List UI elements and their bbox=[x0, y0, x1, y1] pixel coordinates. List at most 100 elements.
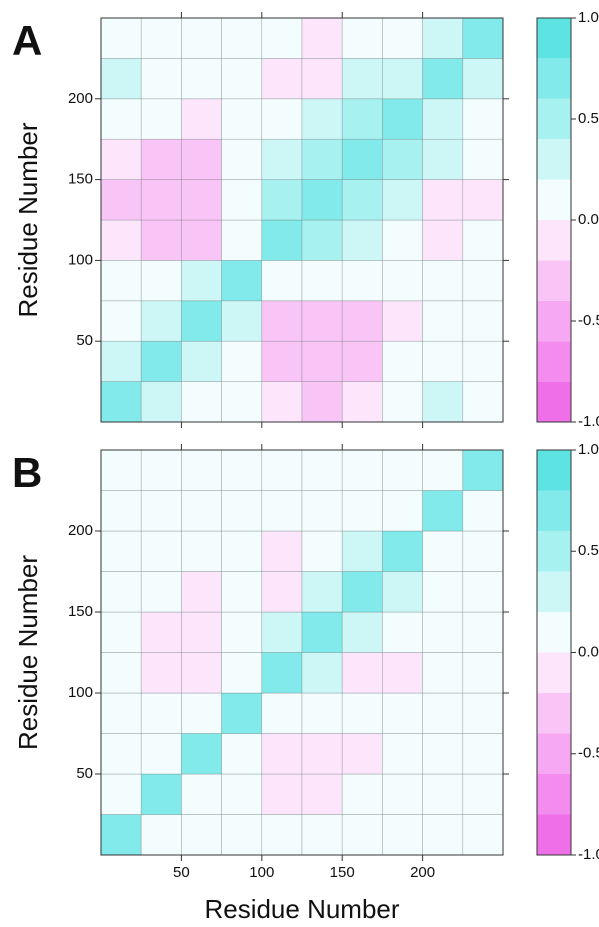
y-tick-label: 150 bbox=[68, 603, 93, 620]
colorbar-level bbox=[537, 490, 571, 531]
heatmap-cell bbox=[382, 652, 423, 694]
heatmap-cell bbox=[422, 571, 464, 613]
heatmap-cell bbox=[140, 58, 182, 100]
heatmap-cell bbox=[100, 58, 142, 100]
y-tick-label: 100 bbox=[68, 251, 93, 268]
heatmap-cell bbox=[341, 219, 383, 261]
heatmap-cell bbox=[100, 219, 142, 261]
heatmap-cell bbox=[462, 611, 504, 653]
x-tick-label: 200 bbox=[410, 864, 435, 881]
heatmap-cell bbox=[261, 449, 303, 491]
heatmap-cell bbox=[301, 611, 343, 653]
heatmap-cell bbox=[341, 652, 383, 694]
heatmap-cell bbox=[100, 773, 142, 815]
heatmap-cell bbox=[181, 571, 222, 613]
heatmap-cell bbox=[462, 179, 504, 221]
heatmap-cell bbox=[301, 300, 343, 342]
heatmap-cell bbox=[341, 138, 383, 180]
heatmap-cell bbox=[221, 219, 263, 261]
heatmap-cell bbox=[261, 773, 303, 815]
colorbar-tick-label: -1.0 bbox=[578, 846, 599, 863]
heatmap-cell bbox=[341, 260, 383, 302]
heatmap-cell bbox=[301, 449, 343, 491]
colorbar-level bbox=[537, 733, 571, 774]
x-axis-title: Residue Number bbox=[204, 894, 399, 924]
heatmap-cell bbox=[422, 652, 464, 694]
heatmap-cell bbox=[140, 490, 182, 532]
x-tick-label: 100 bbox=[249, 864, 274, 881]
heatmap-cell bbox=[301, 692, 343, 734]
heatmap-cell bbox=[382, 340, 423, 382]
heatmap-cell bbox=[301, 340, 343, 382]
heatmap-cell bbox=[422, 611, 464, 653]
heatmap-cell bbox=[422, 219, 464, 261]
heatmap-cell bbox=[341, 58, 383, 100]
heatmap-cell bbox=[422, 17, 464, 59]
heatmap-cell bbox=[462, 340, 504, 382]
heatmap-cell bbox=[341, 300, 383, 342]
colorbar-level bbox=[537, 450, 571, 491]
heatmap-cell bbox=[261, 611, 303, 653]
plot-frame bbox=[100, 17, 504, 423]
heatmap-cell bbox=[221, 58, 263, 100]
heatmap-cell bbox=[462, 733, 504, 775]
heatmap-cell bbox=[301, 733, 343, 775]
heatmap-cell bbox=[181, 814, 222, 856]
y-tick-label: 200 bbox=[68, 90, 93, 107]
heatmap-cell bbox=[140, 733, 182, 775]
heatmap-cell bbox=[221, 98, 263, 140]
heatmap-cell bbox=[261, 381, 303, 423]
heatmap-cell bbox=[462, 652, 504, 694]
heatmap-cell bbox=[301, 138, 343, 180]
x-tick-label: 150 bbox=[330, 864, 355, 881]
heatmap-cell bbox=[140, 260, 182, 302]
heatmap-cell bbox=[221, 692, 263, 734]
heatmap-cell bbox=[100, 449, 142, 491]
heatmap-cell bbox=[100, 17, 142, 59]
heatmap-cell bbox=[341, 773, 383, 815]
heatmap-cell bbox=[422, 179, 464, 221]
heatmap-cell bbox=[100, 530, 142, 572]
panel-label: A bbox=[12, 17, 42, 64]
heatmap-cell bbox=[462, 58, 504, 100]
heatmap-cell bbox=[462, 692, 504, 734]
heatmap-cell bbox=[181, 58, 222, 100]
heatmap-cell bbox=[100, 138, 142, 180]
heatmap-cell bbox=[422, 381, 464, 423]
heatmap-cell bbox=[301, 381, 343, 423]
heatmap-cell bbox=[422, 138, 464, 180]
heatmap-cell bbox=[462, 449, 504, 491]
heatmap-cell bbox=[382, 381, 423, 423]
colorbar-tick-label: -1.0 bbox=[578, 413, 599, 430]
heatmap-cell bbox=[100, 98, 142, 140]
colorbar-level bbox=[537, 774, 571, 815]
heatmap-cell bbox=[422, 490, 464, 532]
heatmap-cell bbox=[181, 17, 222, 59]
heatmap-cell bbox=[181, 98, 222, 140]
heatmap-cell bbox=[261, 571, 303, 613]
colorbar-level bbox=[537, 531, 571, 572]
heatmap-cell bbox=[140, 17, 182, 59]
heatmap-cell bbox=[181, 490, 222, 532]
heatmap-cell bbox=[301, 814, 343, 856]
heatmap-cell bbox=[301, 219, 343, 261]
colorbar-level bbox=[537, 381, 571, 422]
colorbar-tick-label: 1.0 bbox=[578, 441, 599, 458]
heatmap-cell bbox=[462, 490, 504, 532]
heatmap-cell bbox=[100, 179, 142, 221]
x-tick-label: 50 bbox=[173, 864, 190, 881]
heatmap-cell bbox=[422, 814, 464, 856]
heatmap-cell bbox=[181, 692, 222, 734]
heatmap-cell bbox=[422, 98, 464, 140]
heatmap-cell bbox=[140, 449, 182, 491]
heatmap-cell bbox=[221, 814, 263, 856]
colorbar-level bbox=[537, 693, 571, 734]
heatmap-cell bbox=[181, 773, 222, 815]
colorbar-level bbox=[537, 139, 571, 180]
heatmap-cell bbox=[462, 17, 504, 59]
heatmap-cell bbox=[462, 300, 504, 342]
heatmap-cell bbox=[140, 381, 182, 423]
heatmap-cell bbox=[181, 179, 222, 221]
heatmap-cell bbox=[462, 571, 504, 613]
heatmap-cell bbox=[221, 571, 263, 613]
